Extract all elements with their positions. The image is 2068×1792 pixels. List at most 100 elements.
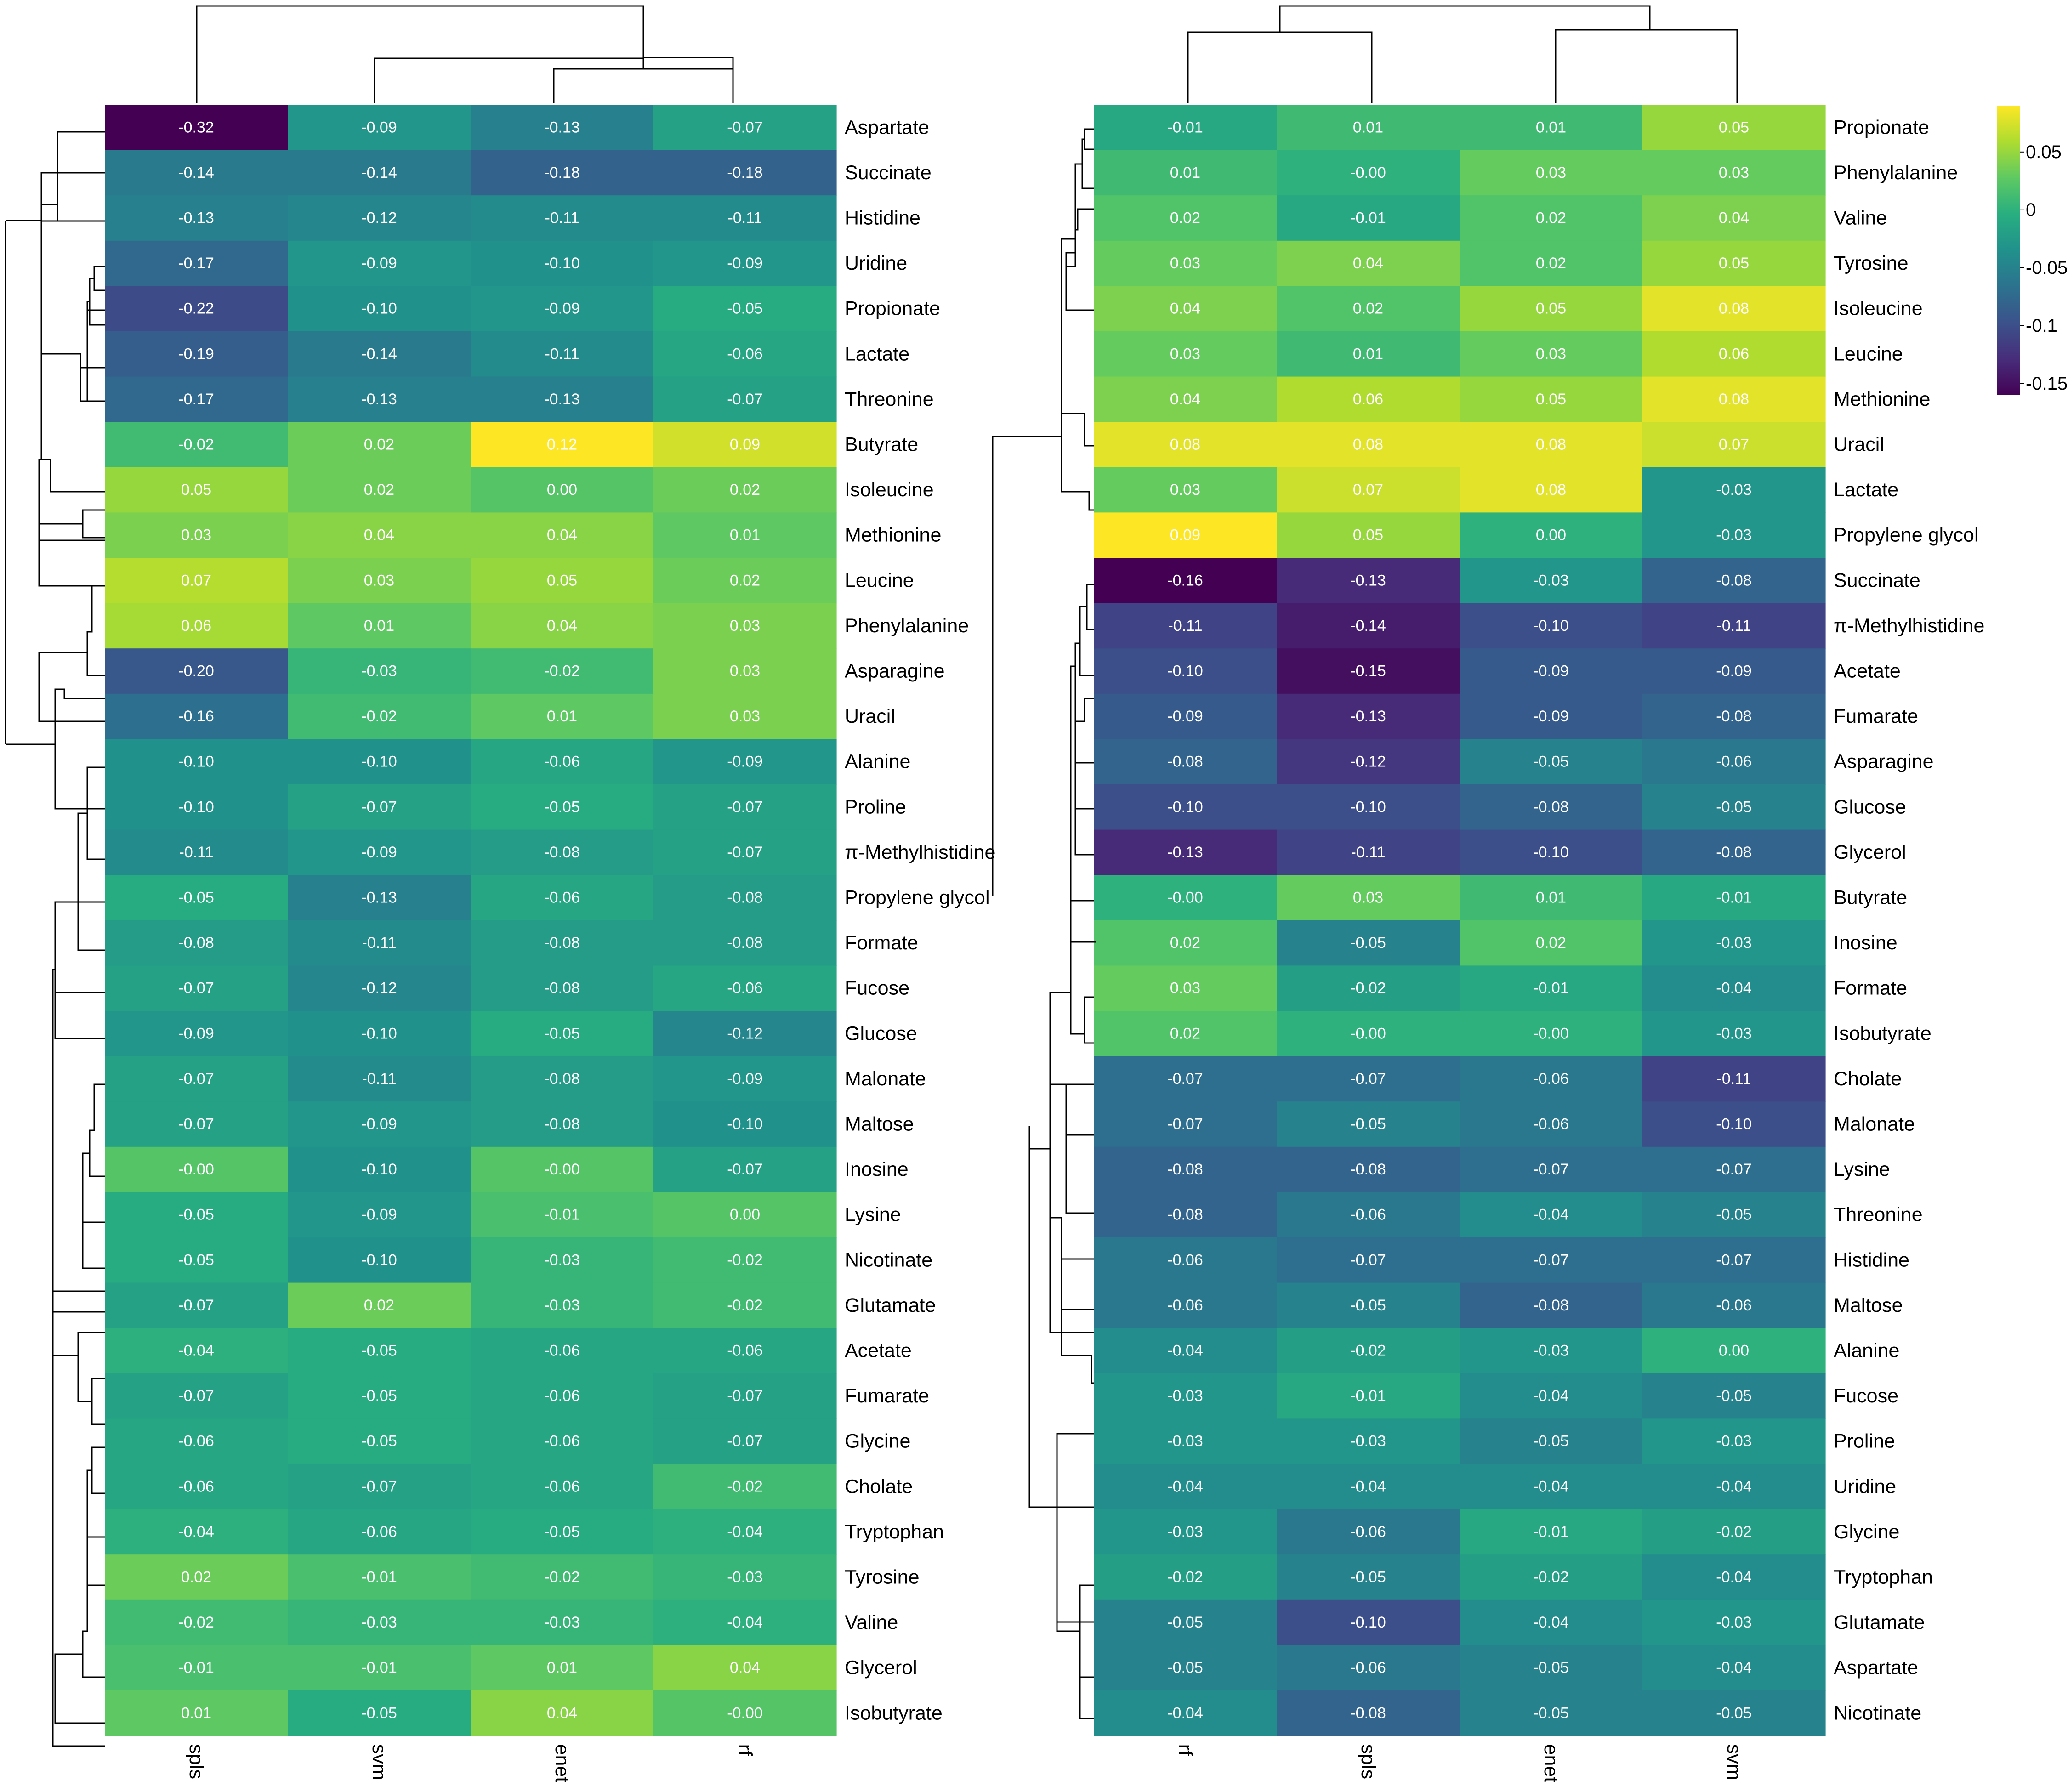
left-cell-value: -0.05 (544, 1523, 580, 1541)
left-cell-maltose-spls (105, 1101, 288, 1147)
right-cell-value: -0.06 (1533, 1070, 1569, 1088)
right-cell-methionine-svm (1642, 376, 1826, 422)
right-cell-value: -0.00 (1350, 1025, 1386, 1042)
left-cell-value: -0.12 (727, 1025, 763, 1042)
right-cell-glycerol-svm (1642, 829, 1826, 875)
left-cell-proline-enet (471, 784, 654, 830)
left-cell-proline-spls (105, 784, 288, 830)
right-row-label: Leucine (1834, 343, 1903, 365)
left-cell-value: -0.13 (361, 889, 397, 907)
right-cell-cholate-rf (1094, 1056, 1277, 1102)
left-cell-aspartate-svm (288, 105, 471, 151)
left-cell-value: -0.05 (178, 1206, 214, 1224)
left-cell-value: 0.03 (730, 708, 760, 725)
right-row-label: Inosine (1834, 932, 1898, 954)
left-cell-maltose-rf (653, 1101, 837, 1147)
right-row-label: Lysine (1834, 1158, 1890, 1180)
left-cell-value: -0.03 (727, 1569, 763, 1586)
left-cell-value: 0.02 (730, 481, 760, 499)
right-cell-value: -0.01 (1167, 119, 1203, 136)
left-cell-valine-rf (653, 1599, 837, 1645)
right-cell-value: -0.04 (1716, 1478, 1752, 1495)
left-cell-fucose-spls (105, 965, 288, 1011)
left-row-label: Glutamate (845, 1294, 936, 1316)
left-cell-value: 0.07 (181, 572, 211, 589)
right-cell-value: -0.03 (1716, 527, 1752, 544)
right-cell-value: 0.03 (1170, 255, 1200, 272)
left-cell-value: -0.06 (544, 753, 580, 771)
left-cell-value: -0.02 (727, 1478, 763, 1495)
right-cell-uridine-spls (1277, 1464, 1460, 1510)
right-row-label: Propionate (1834, 116, 1929, 138)
left-cell-value: -0.07 (727, 1387, 763, 1405)
left-cell-methionine-enet (471, 512, 654, 558)
right-cell-value: -0.11 (1168, 617, 1203, 635)
right-row-label: Fucose (1834, 1385, 1898, 1407)
left-row-label: Butyrate (845, 434, 918, 456)
left-row-label: Isobutyrate (845, 1702, 943, 1724)
left-cell-value: -0.08 (727, 934, 763, 952)
right-cell-value: -0.05 (1350, 1569, 1386, 1586)
left-cell-glucose-enet (471, 1011, 654, 1057)
left-cell-isoleucine-svm (288, 467, 471, 513)
right-cell-tyrosine-enet (1460, 240, 1643, 286)
left-cell-value: -0.11 (362, 1070, 397, 1088)
left-cell-value: -0.09 (727, 1070, 763, 1088)
right-cell-isobutyrate-rf (1094, 1011, 1277, 1057)
left-row-label: Alanine (845, 751, 910, 773)
left-cell-inosine-rf (653, 1146, 837, 1192)
left-row-label: π-Methylhistidine (845, 841, 995, 863)
right-cell-butyrate-enet (1460, 875, 1643, 921)
left-column-dendrogram (196, 5, 734, 103)
right-cell-tyrosine-spls (1277, 240, 1460, 286)
right-cell-histidine-svm (1642, 1237, 1826, 1283)
right-cell-acetate-spls (1277, 648, 1460, 694)
left-row-label: Glycine (845, 1430, 910, 1452)
right-row-label: Isobutyrate (1834, 1022, 1932, 1044)
left-cell-lactate-svm (288, 331, 471, 377)
right-cell-malonate-rf (1094, 1101, 1277, 1147)
left-cell-value: -0.09 (178, 1025, 214, 1042)
left-cell-value: -0.07 (361, 1478, 397, 1495)
left-cell-value: 0.02 (364, 481, 394, 499)
left-cell-value: -0.06 (544, 1433, 580, 1450)
right-cell-value: 0.01 (1536, 889, 1566, 907)
left-row-label: Uracil (845, 705, 895, 727)
right-cell-value: -0.06 (1167, 1297, 1203, 1314)
left-cell-value: -0.05 (178, 1251, 214, 1269)
right-cell-formate-enet (1460, 965, 1643, 1011)
left-cell-value: -0.06 (178, 1478, 214, 1495)
right-cell-methionine-spls (1277, 376, 1460, 422)
right-cell-value: 0.07 (1353, 481, 1383, 499)
left-cell-tryptophan-enet (471, 1509, 654, 1555)
left-cell-isoleucine-spls (105, 467, 288, 513)
left-cell-lactate-rf (653, 331, 837, 377)
right-cell-methylhistidine-spls (1277, 603, 1460, 649)
right-row-label: Threonine (1834, 1204, 1923, 1226)
right-cell-uracil-svm (1642, 422, 1826, 468)
left-cell-value: -0.03 (361, 663, 397, 680)
right-cell-uridine-rf (1094, 1464, 1277, 1510)
left-row-label: Phenylalanine (845, 615, 969, 637)
right-cell-value: 0.04 (1353, 255, 1383, 272)
left-cell-malonate-spls (105, 1056, 288, 1102)
right-cell-value: -0.06 (1350, 1523, 1386, 1541)
left-cell-nicotinate-rf (653, 1237, 837, 1283)
right-cell-glutamate-enet (1460, 1599, 1643, 1645)
right-cell-phenylalanine-svm (1642, 150, 1826, 196)
left-cell-leucine-spls (105, 558, 288, 604)
left-cell-asparagine-rf (653, 648, 837, 694)
left-row-label: Lysine (845, 1204, 901, 1226)
left-cell-tryptophan-spls (105, 1509, 288, 1555)
right-cell-value: 0.01 (1353, 345, 1383, 363)
left-cell-value: -0.06 (361, 1523, 397, 1541)
left-row-label: Propionate (845, 298, 940, 320)
left-cell-value: -0.01 (361, 1659, 397, 1677)
left-cell-formate-spls (105, 920, 288, 966)
right-cell-value: -0.00 (1167, 889, 1203, 907)
left-row-label: Asparagine (845, 660, 945, 682)
left-cell-asparagine-spls (105, 648, 288, 694)
left-cell-value: -0.10 (544, 255, 580, 272)
left-cell-value: -0.10 (361, 1161, 397, 1178)
left-cell-fumarate-enet (471, 1373, 654, 1419)
